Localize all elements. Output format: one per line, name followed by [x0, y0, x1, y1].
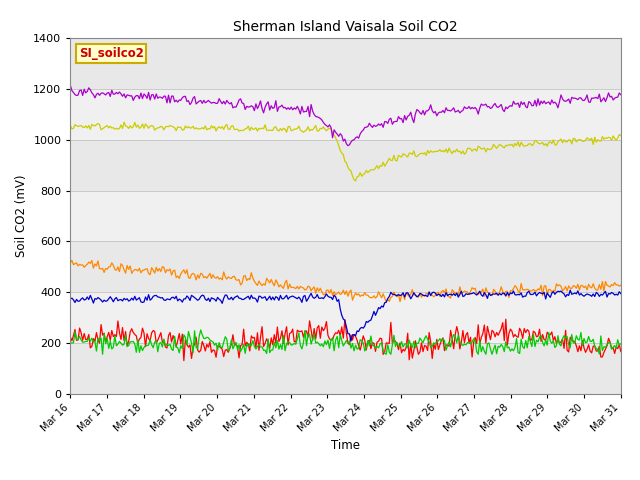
CO2_4	[234, 347, 241, 352]
CO2_2	[260, 281, 268, 287]
CO2_3	[232, 127, 240, 132]
CO2_1	[232, 342, 240, 348]
CO2_4	[136, 349, 143, 355]
CO2_2	[68, 258, 76, 264]
CO2_2	[589, 281, 597, 287]
CO2_5	[230, 295, 238, 300]
CO2_3	[308, 127, 316, 133]
CO2_5	[617, 291, 625, 297]
CO2_3	[589, 142, 597, 147]
CO2_6	[249, 104, 257, 109]
CO2_4	[589, 336, 597, 342]
CO2_4	[67, 340, 74, 346]
CO2_1	[67, 334, 74, 340]
CO2_1	[180, 358, 188, 363]
CO2_6	[67, 83, 74, 88]
Bar	[70, 191, 621, 241]
CO2_2	[308, 286, 316, 291]
Line: CO2_5: CO2_5	[70, 290, 621, 341]
CO2_6	[344, 143, 352, 148]
CO2_1	[589, 343, 597, 349]
Text: SI_soilco2: SI_soilco2	[79, 47, 143, 60]
CO2_1	[617, 348, 625, 354]
CO2_5	[566, 287, 574, 293]
CO2_3	[260, 126, 268, 132]
CO2_4	[261, 347, 269, 353]
CO2_1	[134, 341, 141, 347]
CO2_5	[249, 295, 257, 301]
CO2_6	[307, 102, 315, 108]
CO2_6	[617, 92, 625, 97]
Bar	[70, 292, 621, 343]
CO2_5	[307, 290, 315, 296]
CO2_1	[260, 344, 268, 349]
CO2_1	[308, 337, 316, 343]
CO2_3	[250, 126, 258, 132]
CO2_2	[382, 299, 390, 305]
CO2_5	[347, 338, 355, 344]
CO2_4	[197, 327, 205, 333]
CO2_5	[589, 291, 597, 297]
CO2_6	[230, 104, 238, 110]
CO2_2	[617, 282, 625, 288]
CO2_3	[617, 132, 625, 138]
Bar	[70, 89, 621, 140]
Y-axis label: Soil CO2 (mV): Soil CO2 (mV)	[15, 175, 28, 257]
Line: CO2_2: CO2_2	[70, 261, 621, 302]
CO2_3	[136, 125, 143, 131]
CO2_6	[588, 95, 595, 101]
CO2_4	[617, 341, 625, 347]
CO2_2	[232, 277, 240, 283]
CO2_5	[134, 296, 141, 302]
CO2_3	[120, 119, 128, 125]
CO2_6	[134, 93, 141, 98]
CO2_1	[250, 335, 258, 340]
Line: CO2_4: CO2_4	[70, 330, 621, 354]
CO2_3	[67, 122, 74, 128]
CO2_5	[258, 295, 266, 301]
CO2_3	[352, 178, 360, 184]
CO2_2	[136, 265, 143, 271]
CO2_5	[67, 296, 74, 302]
CO2_4	[310, 331, 318, 337]
CO2_4	[99, 351, 106, 357]
CO2_1	[502, 316, 509, 322]
Line: CO2_1: CO2_1	[70, 319, 621, 360]
CO2_6	[258, 106, 266, 111]
Line: CO2_3: CO2_3	[70, 122, 621, 181]
CO2_2	[250, 278, 258, 284]
CO2_2	[67, 260, 74, 266]
CO2_4	[252, 346, 260, 352]
Line: CO2_6: CO2_6	[70, 85, 621, 145]
Title: Sherman Island Vaisala Soil CO2: Sherman Island Vaisala Soil CO2	[234, 21, 458, 35]
X-axis label: Time: Time	[331, 439, 360, 452]
